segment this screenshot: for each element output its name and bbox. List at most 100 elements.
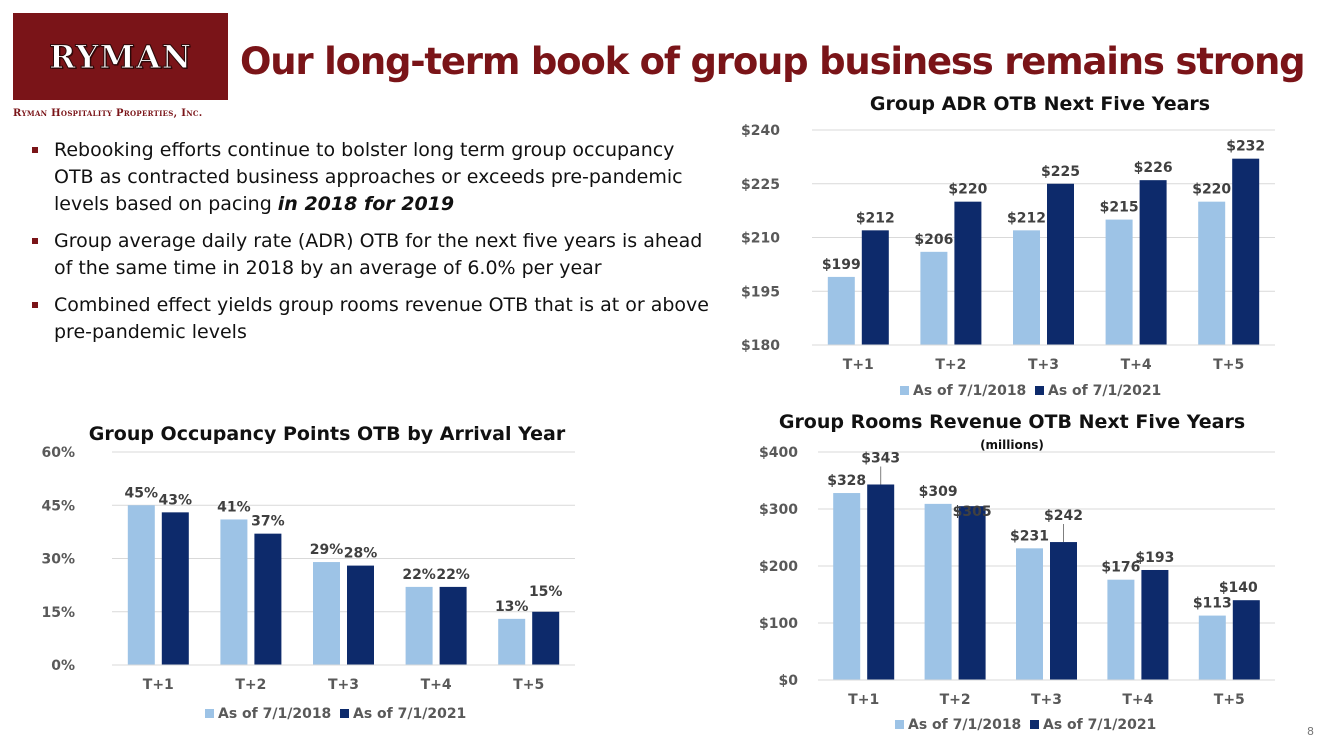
y-tick-label: 30%: [41, 552, 75, 568]
bar: [958, 506, 986, 680]
x-tick-label: T+1: [843, 357, 874, 373]
bar: [161, 512, 189, 665]
bar: [498, 618, 526, 665]
legend-swatch: [900, 386, 909, 395]
data-label: $225: [1041, 164, 1080, 180]
bullet-item: Rebooking efforts continue to bolster lo…: [30, 137, 710, 218]
data-label: $231: [1010, 528, 1049, 544]
x-tick-label: T+1: [143, 677, 174, 693]
data-label: $176: [1101, 560, 1140, 576]
x-tick-label: T+5: [1214, 692, 1245, 708]
data-label: $212: [856, 210, 895, 226]
bullet-emphasis: in 2018 for 2019: [277, 193, 455, 215]
y-tick-label: 0%: [51, 658, 75, 674]
data-label: 22%: [436, 567, 470, 583]
legend-swatch: [895, 720, 904, 729]
revenue-bar-chart: Group Rooms Revenue OTB Next Five Years (…: [759, 411, 1275, 733]
data-label: $328: [827, 473, 866, 489]
bullet-text: Combined effect yields group rooms reven…: [54, 294, 709, 343]
bar: [1050, 542, 1077, 680]
x-tick-label: T+3: [1028, 357, 1059, 373]
legend-label: As of 7/1/2018: [218, 706, 331, 722]
y-tick-label: $195: [741, 284, 780, 300]
y-tick-label: 15%: [41, 605, 75, 621]
chart-title: Group Occupancy Points OTB by Arrival Ye…: [89, 423, 566, 445]
bullet-text: Rebooking efforts continue to bolster lo…: [54, 139, 683, 215]
y-tick-label: 45%: [41, 498, 75, 514]
x-tick-label: T+4: [421, 677, 452, 693]
page-number: 8: [1307, 725, 1314, 738]
data-label: 22%: [402, 567, 436, 583]
bar: [861, 230, 889, 345]
x-tick-label: T+3: [1031, 692, 1062, 708]
y-tick-label: $300: [759, 502, 798, 518]
bullet-item: Combined effect yields group rooms reven…: [30, 292, 710, 346]
x-tick-label: T+1: [848, 692, 879, 708]
data-label: $232: [1226, 139, 1265, 155]
bar: [1013, 230, 1040, 345]
logo-wordmark: RYMAN: [49, 37, 192, 76]
bar: [833, 493, 861, 680]
occupancy-bar-chart: Group Occupancy Points OTB by Arrival Ye…: [41, 423, 575, 722]
bar: [954, 201, 982, 345]
x-tick-label: T+2: [235, 677, 266, 693]
legend-label: As of 7/1/2021: [1048, 383, 1161, 399]
chart-title: Group ADR OTB Next Five Years: [870, 93, 1210, 115]
legend-label: As of 7/1/2021: [353, 706, 466, 722]
y-tick-label: $400: [759, 445, 798, 461]
data-label: 28%: [344, 546, 378, 562]
bar: [1232, 158, 1260, 345]
y-tick-label: $210: [741, 231, 780, 247]
x-tick-label: T+4: [1121, 357, 1152, 373]
data-label: 45%: [125, 485, 159, 501]
x-tick-label: T+5: [1213, 357, 1244, 373]
legend-label: As of 7/1/2018: [908, 717, 1021, 733]
bar: [867, 484, 895, 680]
data-label: $305: [953, 504, 992, 520]
bar: [439, 586, 467, 665]
data-label: $242: [1044, 508, 1083, 524]
bullet-text: Group average daily rate (ADR) OTB for t…: [54, 230, 703, 279]
legend-swatch: [1035, 386, 1044, 395]
x-tick-label: T+3: [328, 677, 359, 693]
bar: [1198, 201, 1226, 345]
bar: [254, 533, 282, 665]
y-tick-label: $200: [759, 559, 798, 575]
data-label: 37%: [251, 514, 285, 530]
bar: [347, 565, 374, 665]
data-label: $215: [1100, 200, 1139, 216]
data-label: $140: [1219, 580, 1258, 596]
y-tick-label: $100: [759, 616, 798, 632]
bar: [313, 562, 340, 665]
bar: [827, 276, 855, 345]
adr-bar-chart: Group ADR OTB Next Five Years $180 $195 $21…: [741, 93, 1275, 399]
bar: [1105, 219, 1133, 345]
y-tick-label: $0: [779, 673, 799, 689]
data-label: 41%: [217, 499, 251, 515]
legend-swatch: [1030, 720, 1039, 729]
x-tick-label: T+2: [940, 692, 971, 708]
bar: [1232, 600, 1260, 680]
data-label: $206: [914, 232, 953, 248]
x-tick-label: T+2: [935, 357, 966, 373]
x-tick-label: T+5: [513, 677, 544, 693]
data-label: $193: [1135, 550, 1174, 566]
legend-swatch: [205, 709, 214, 718]
bar: [1047, 183, 1074, 345]
chart-title: Group Rooms Revenue OTB Next Five Years: [779, 411, 1245, 433]
bar: [1141, 569, 1169, 680]
data-label: $220: [948, 182, 987, 198]
data-label: 29%: [310, 542, 344, 558]
y-tick-label: 60%: [41, 445, 75, 461]
y-tick-label: $180: [741, 338, 780, 354]
data-label: $226: [1134, 160, 1173, 176]
bar: [127, 505, 155, 665]
bar: [1016, 548, 1043, 680]
data-label: $309: [919, 484, 958, 500]
bullet-item: Group average daily rate (ADR) OTB for t…: [30, 228, 710, 282]
chart-subtitle: (millions): [980, 438, 1044, 452]
x-tick-label: T+4: [1122, 692, 1153, 708]
data-label: $212: [1007, 210, 1046, 226]
legend-label: As of 7/1/2021: [1043, 717, 1156, 733]
data-label: $343: [861, 450, 900, 466]
